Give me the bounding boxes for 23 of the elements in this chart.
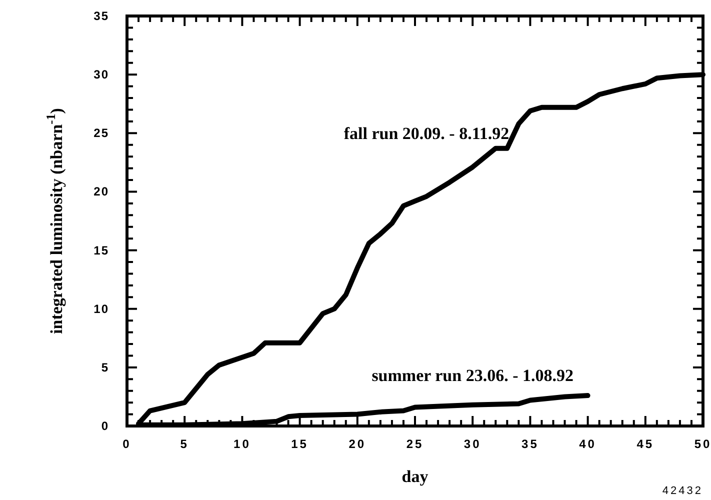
x-tick-label: 50: [694, 437, 711, 451]
x-tick-label: 25: [406, 437, 424, 451]
series-label: fall run 20.09. - 8.11.92: [344, 124, 510, 143]
text: 42432: [662, 485, 703, 497]
y-tick-label: 10: [94, 302, 109, 316]
x-tick-label: 45: [636, 437, 654, 451]
x-axis-title: day: [402, 467, 429, 486]
y-tick-label: 35: [94, 9, 109, 23]
x-tick-label: 35: [522, 437, 539, 451]
x-tick-label: 40: [579, 437, 596, 451]
x-tick-label: 5: [180, 437, 189, 451]
series-label: summer run 23.06. - 1.08.92: [372, 366, 574, 385]
y-tick-label: 20: [94, 184, 109, 199]
y-tick-label: 30: [94, 68, 109, 82]
y-tick-label: 0: [101, 419, 109, 433]
x-tick-label: 0: [122, 437, 132, 451]
y-tick-label: 25: [94, 126, 109, 140]
x-tick-label: 15: [291, 437, 308, 451]
x-tick-label: 10: [234, 437, 251, 451]
x-tick-label: 30: [464, 437, 482, 451]
y-tick-label: 15: [94, 243, 109, 258]
x-tick-label: 20: [348, 437, 366, 451]
y-tick-label: 5: [101, 360, 109, 374]
